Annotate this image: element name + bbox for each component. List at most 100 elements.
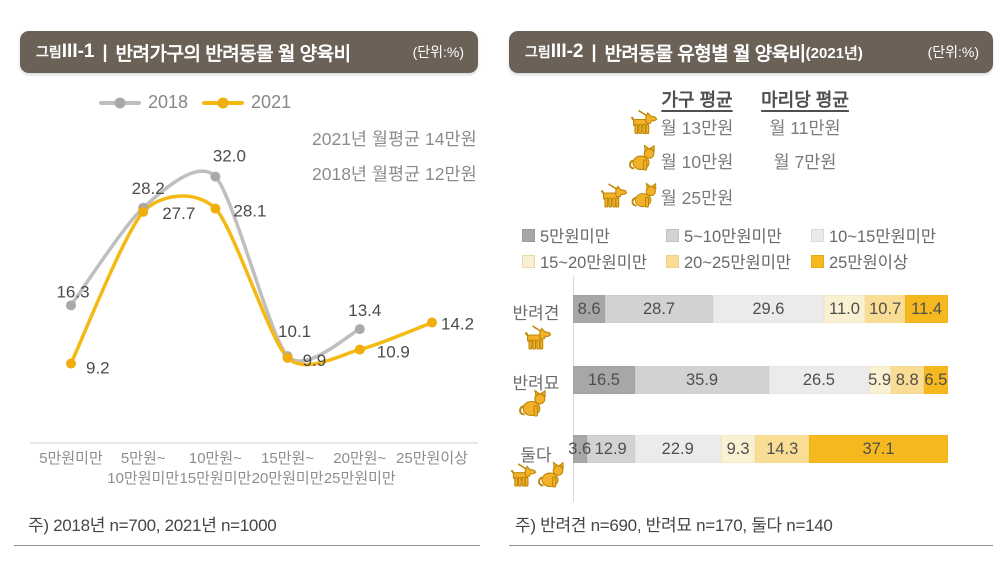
data-point-2018 [282,351,293,362]
per-animal-average-value: 월 7만원 [773,152,837,172]
data-point-label-2021: 10.9 [377,343,410,362]
annotation-2021-average: 2021년 월평균 14만원 [312,129,477,149]
figure2-panel: 그림III-2 | 반려동물 유형별 월 양육비 (2021년) (단위:%) 가… [505,0,1006,570]
figure1-label: 그림III-1 [36,41,95,63]
stacked-bar-반려묘: 16.5 35.9 26.5 5.9 8.8 6.5 [573,366,948,394]
line-chart-legend: 2018 2021 [99,92,291,113]
data-point-label-2018: 16.3 [56,282,89,301]
x-axis-label: 25만원이상 [396,450,468,467]
data-point-2018 [354,324,365,335]
x-axis-label: 10만원~ 15만원미만 [179,450,252,487]
legend-item-2018: 2018 [99,92,188,113]
figure1-footnote: 주) 2018년 n=700, 2021년 n=1000 [28,516,277,535]
legend-label: 2021 [251,92,292,112]
bar-legend-swatch [666,254,679,268]
bar-category-label: 반려견 [512,304,560,323]
data-point-label-2018: 10.1 [278,322,311,341]
bar-segment: 28.7 [605,295,713,323]
bar-segment-value: 8.6 [577,299,601,318]
per-animal-average-header: 마리당 평균 [761,90,849,110]
bar-legend-label: 5만원미만 [540,228,610,246]
legend-line-swatch [99,97,141,108]
bar-segment: 8.6 [573,295,606,323]
figure-label-word: 그림 [525,44,551,60]
household-average-value: 월 13만원 [660,118,734,138]
bar-segment: 6.5 [923,366,948,394]
figure1-title-bar: 그림III-1 | 반려가구의 반려동물 월 양육비 (단위:%) [20,31,478,73]
bar-legend-item: 5~10만원미만 [666,223,782,247]
figure2-title-bar: 그림III-2 | 반려동물 유형별 월 양육비 (2021년) (단위:%) [509,31,993,73]
bar-category-label: 둘다 [520,446,552,465]
bar-legend-label: 10~15만원미만 [829,228,937,246]
per-animal-average-value: 월 11만원 [769,118,841,138]
bar-segment-value: 11.4 [911,299,943,318]
bar-segment: 22.9 [634,435,721,463]
x-axis-label: 20만원~ 25만원미만 [323,450,396,487]
data-point-2018 [210,171,221,182]
bar-segment-value: 10.7 [869,299,902,318]
bar-category-label: 반려묘 [512,374,560,393]
bar-segment-value: 6.5 [924,370,948,389]
household-average-value: 월 25만원 [660,188,734,208]
data-point-2021 [427,317,437,328]
data-point-label-2018: 13.4 [348,301,381,320]
cat-icon [538,461,565,488]
bar-segment: 11.4 [905,295,948,323]
annotation-2018-average: 2018년 월평균 12만원 [312,164,477,184]
x-axis-label: 5만원~ 10만원미만 [107,450,180,487]
bar-segment: 5.9 [868,366,892,394]
bar-legend-item: 10~15만원미만 [811,223,936,247]
x-axis-label: 5만원미만 [39,450,103,467]
dog-icon [510,463,537,488]
bar-segment-value: 35.9 [685,370,719,389]
bar-legend-swatch [811,228,824,242]
legend-dot [114,97,126,108]
bar-legend-item: 20~25만원미만 [666,249,791,273]
figure-label-number: III-1 [61,41,95,62]
bar-legend-item: 5만원미만 [522,223,610,247]
legend-label: 2018 [148,92,189,112]
figure2-title: 반려동물 유형별 월 양육비 [604,43,807,65]
legend-dot [217,97,229,108]
data-point-label-2021: 28.1 [233,202,266,221]
bar-legend-label: 20~25만원미만 [684,254,792,272]
bar-legend-item: 15~20만원미만 [522,249,647,273]
data-point-label-2021: 9.9 [303,351,327,370]
data-point-2021 [66,358,76,369]
title-divider: | [102,41,108,62]
bar-segment-value: 5.9 [868,370,892,389]
figure2-footnote: 주) 반려견 n=690, 반려묘 n=170, 둘다 n=140 [515,516,833,535]
bar-segment: 9.3 [720,435,756,463]
figure-label-number: III-2 [550,41,584,62]
bar-segment: 29.6 [712,295,824,323]
bar-legend-label: 5~10만원미만 [684,228,782,246]
dog-icon [600,183,628,208]
bar-segment-value: 8.8 [895,370,919,389]
data-point-2021 [210,203,221,214]
figure1-unit: (단위:%) [412,44,464,60]
data-point-2018 [66,300,76,311]
bar-legend-swatch [522,228,535,242]
dog-icon [524,325,552,350]
bar-segment-value: 29.6 [752,299,785,318]
figure1-title: 반려가구의 반려동물 월 양육비 [115,43,352,65]
data-point-label-2021: 27.7 [162,204,195,223]
household-average-header: 가구 평균 [661,90,733,110]
data-point-label-2021: 9.2 [86,359,110,378]
bar-segment-value: 3.6 [568,439,592,458]
data-point-label-2018: 28.2 [132,179,165,198]
data-point-2021 [282,352,293,363]
bar-legend-label: 15~20만원미만 [540,254,648,272]
bar-segment-value: 11.0 [829,299,860,318]
title-divider: | [591,41,597,62]
figure2-bottom-rule [509,545,993,546]
cat-icon [519,389,547,417]
legend-line-swatch [202,97,245,108]
household-average-value: 월 10만원 [660,152,734,172]
bar-segment: 11.0 [823,295,866,323]
average-annotations: 2021년 월평균 14만원 2018년 월평균 12만원 [312,122,477,192]
stacked-bar-반려견: 8.6 28.7 29.6 11.0 10.7 11.4 [573,295,948,323]
bar-legend-swatch [666,228,679,242]
legend-item-2021: 2021 [202,92,291,113]
bar-legend-label: 25만원이상 [829,254,909,272]
